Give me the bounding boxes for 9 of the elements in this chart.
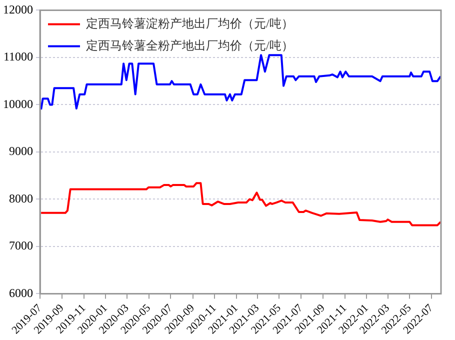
- y-tick-label: 11000: [3, 50, 33, 64]
- y-tick-label: 9000: [9, 144, 33, 158]
- legend-label: 定西马铃薯全粉产地出厂均价（元/吨）: [86, 38, 294, 52]
- y-tick-label: 7000: [9, 238, 33, 253]
- y-tick-label: 10000: [3, 96, 33, 111]
- legend-label: 定西马铃薯淀粉产地出厂均价（元/吨）: [86, 16, 294, 30]
- y-tick-label: 12000: [3, 2, 33, 16]
- y-tick-label: 8000: [9, 191, 33, 206]
- y-tick-label: 6000: [9, 286, 33, 300]
